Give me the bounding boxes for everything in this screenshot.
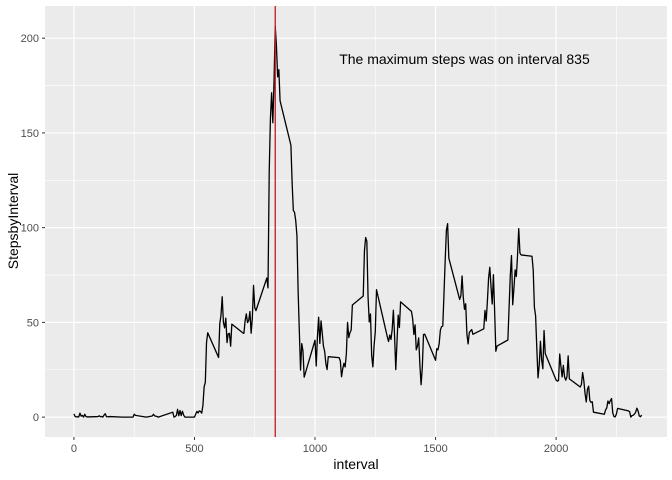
x-axis-ticks: 0 500 1000 1500 2000 [71,437,568,455]
y-tick-label: 50 [27,317,39,329]
x-tick-label: 0 [71,443,77,455]
series-line [73,25,643,418]
x-tick-label: 500 [185,443,203,455]
x-tick-label: 2000 [544,443,568,455]
y-tick-label: 200 [21,33,39,45]
y-tick-label: 0 [33,412,39,424]
x-tick-label: 1000 [303,443,327,455]
plot-panel [45,6,667,437]
major-gridlines [45,6,667,437]
series-layer [73,25,643,418]
y-tick-label: 150 [21,128,39,140]
y-tick-label: 100 [21,223,39,235]
minor-gridlines [45,6,667,437]
y-axis-ticks: 0 50 100 150 200 [21,33,45,424]
y-axis-title: StepsbyInterval [5,173,21,270]
x-axis-title: interval [333,456,378,472]
annotation-text: The maximum steps was on interval 835 [339,51,590,67]
x-tick-label: 1500 [423,443,447,455]
